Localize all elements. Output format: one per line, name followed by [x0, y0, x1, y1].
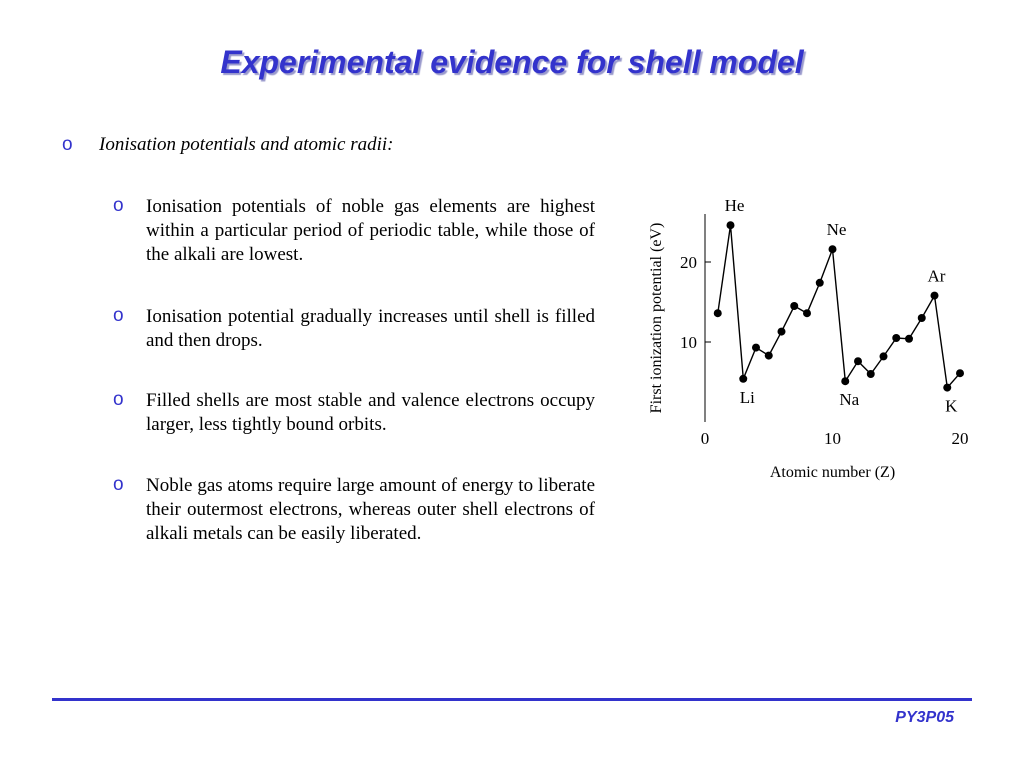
slide-title: Experimental evidence for shell model [220, 44, 804, 80]
bullet-marker: o [113, 195, 124, 216]
bullet-marker: o [113, 474, 124, 495]
bullet-point-3: Filled shells are most stable and valenc… [146, 390, 595, 435]
y-axis-label: First ionization potential (eV) [648, 223, 665, 414]
data-point [905, 334, 913, 343]
element-label: Ne [827, 220, 847, 239]
x-tick-label: 0 [701, 429, 710, 448]
y-tick-label: 10 [680, 333, 697, 352]
data-point [892, 334, 901, 342]
data-point [866, 370, 875, 378]
x-tick-label: 20 [952, 429, 969, 448]
series-line [717, 225, 961, 390]
data-point [803, 309, 811, 318]
x-tick-label: 10 [824, 429, 841, 448]
data-point [726, 221, 735, 230]
footer-rule [52, 698, 972, 701]
section-heading: Ionisation potentials and atomic radii: [99, 134, 394, 155]
data-point [879, 352, 888, 361]
bullet-point-1: Ionisation potentials of noble gas eleme… [146, 196, 595, 265]
data-point [739, 374, 748, 383]
element-label: K [945, 397, 958, 416]
data-point [790, 302, 799, 310]
bullet-point-4: Noble gas atoms require large amount of … [146, 475, 595, 544]
bullet-marker: o [113, 305, 124, 326]
data-point [815, 278, 824, 287]
bullet-point-2: Ionisation potential gradually increases… [146, 306, 595, 351]
data-point [777, 327, 786, 336]
data-point [841, 377, 850, 386]
data-point [930, 291, 939, 300]
element-label: Li [740, 388, 755, 407]
element-label: He [725, 200, 745, 215]
data-point [752, 343, 760, 352]
element-label: Na [839, 390, 859, 409]
element-label: Ar [928, 267, 946, 286]
y-tick-label: 20 [680, 253, 697, 272]
ionization-chart: 10 20 0 10 20 Atomic number (Z) First ionizati… [640, 196, 980, 490]
data-point [764, 351, 773, 360]
data-point [713, 309, 722, 318]
bullet-marker: o [113, 389, 124, 410]
bullet-marker: o [62, 134, 73, 155]
data-point [854, 357, 862, 366]
data-point [956, 369, 964, 378]
x-axis-label: Atomic number (Z) [770, 464, 895, 481]
footer-course-code: PY3P05 [895, 709, 954, 726]
ionization-chart-svg: 10 20 0 10 20 Atomic number (Z) First ionizati… [648, 196, 969, 481]
data-point [828, 245, 837, 254]
data-point [917, 314, 926, 322]
data-point [943, 383, 952, 392]
